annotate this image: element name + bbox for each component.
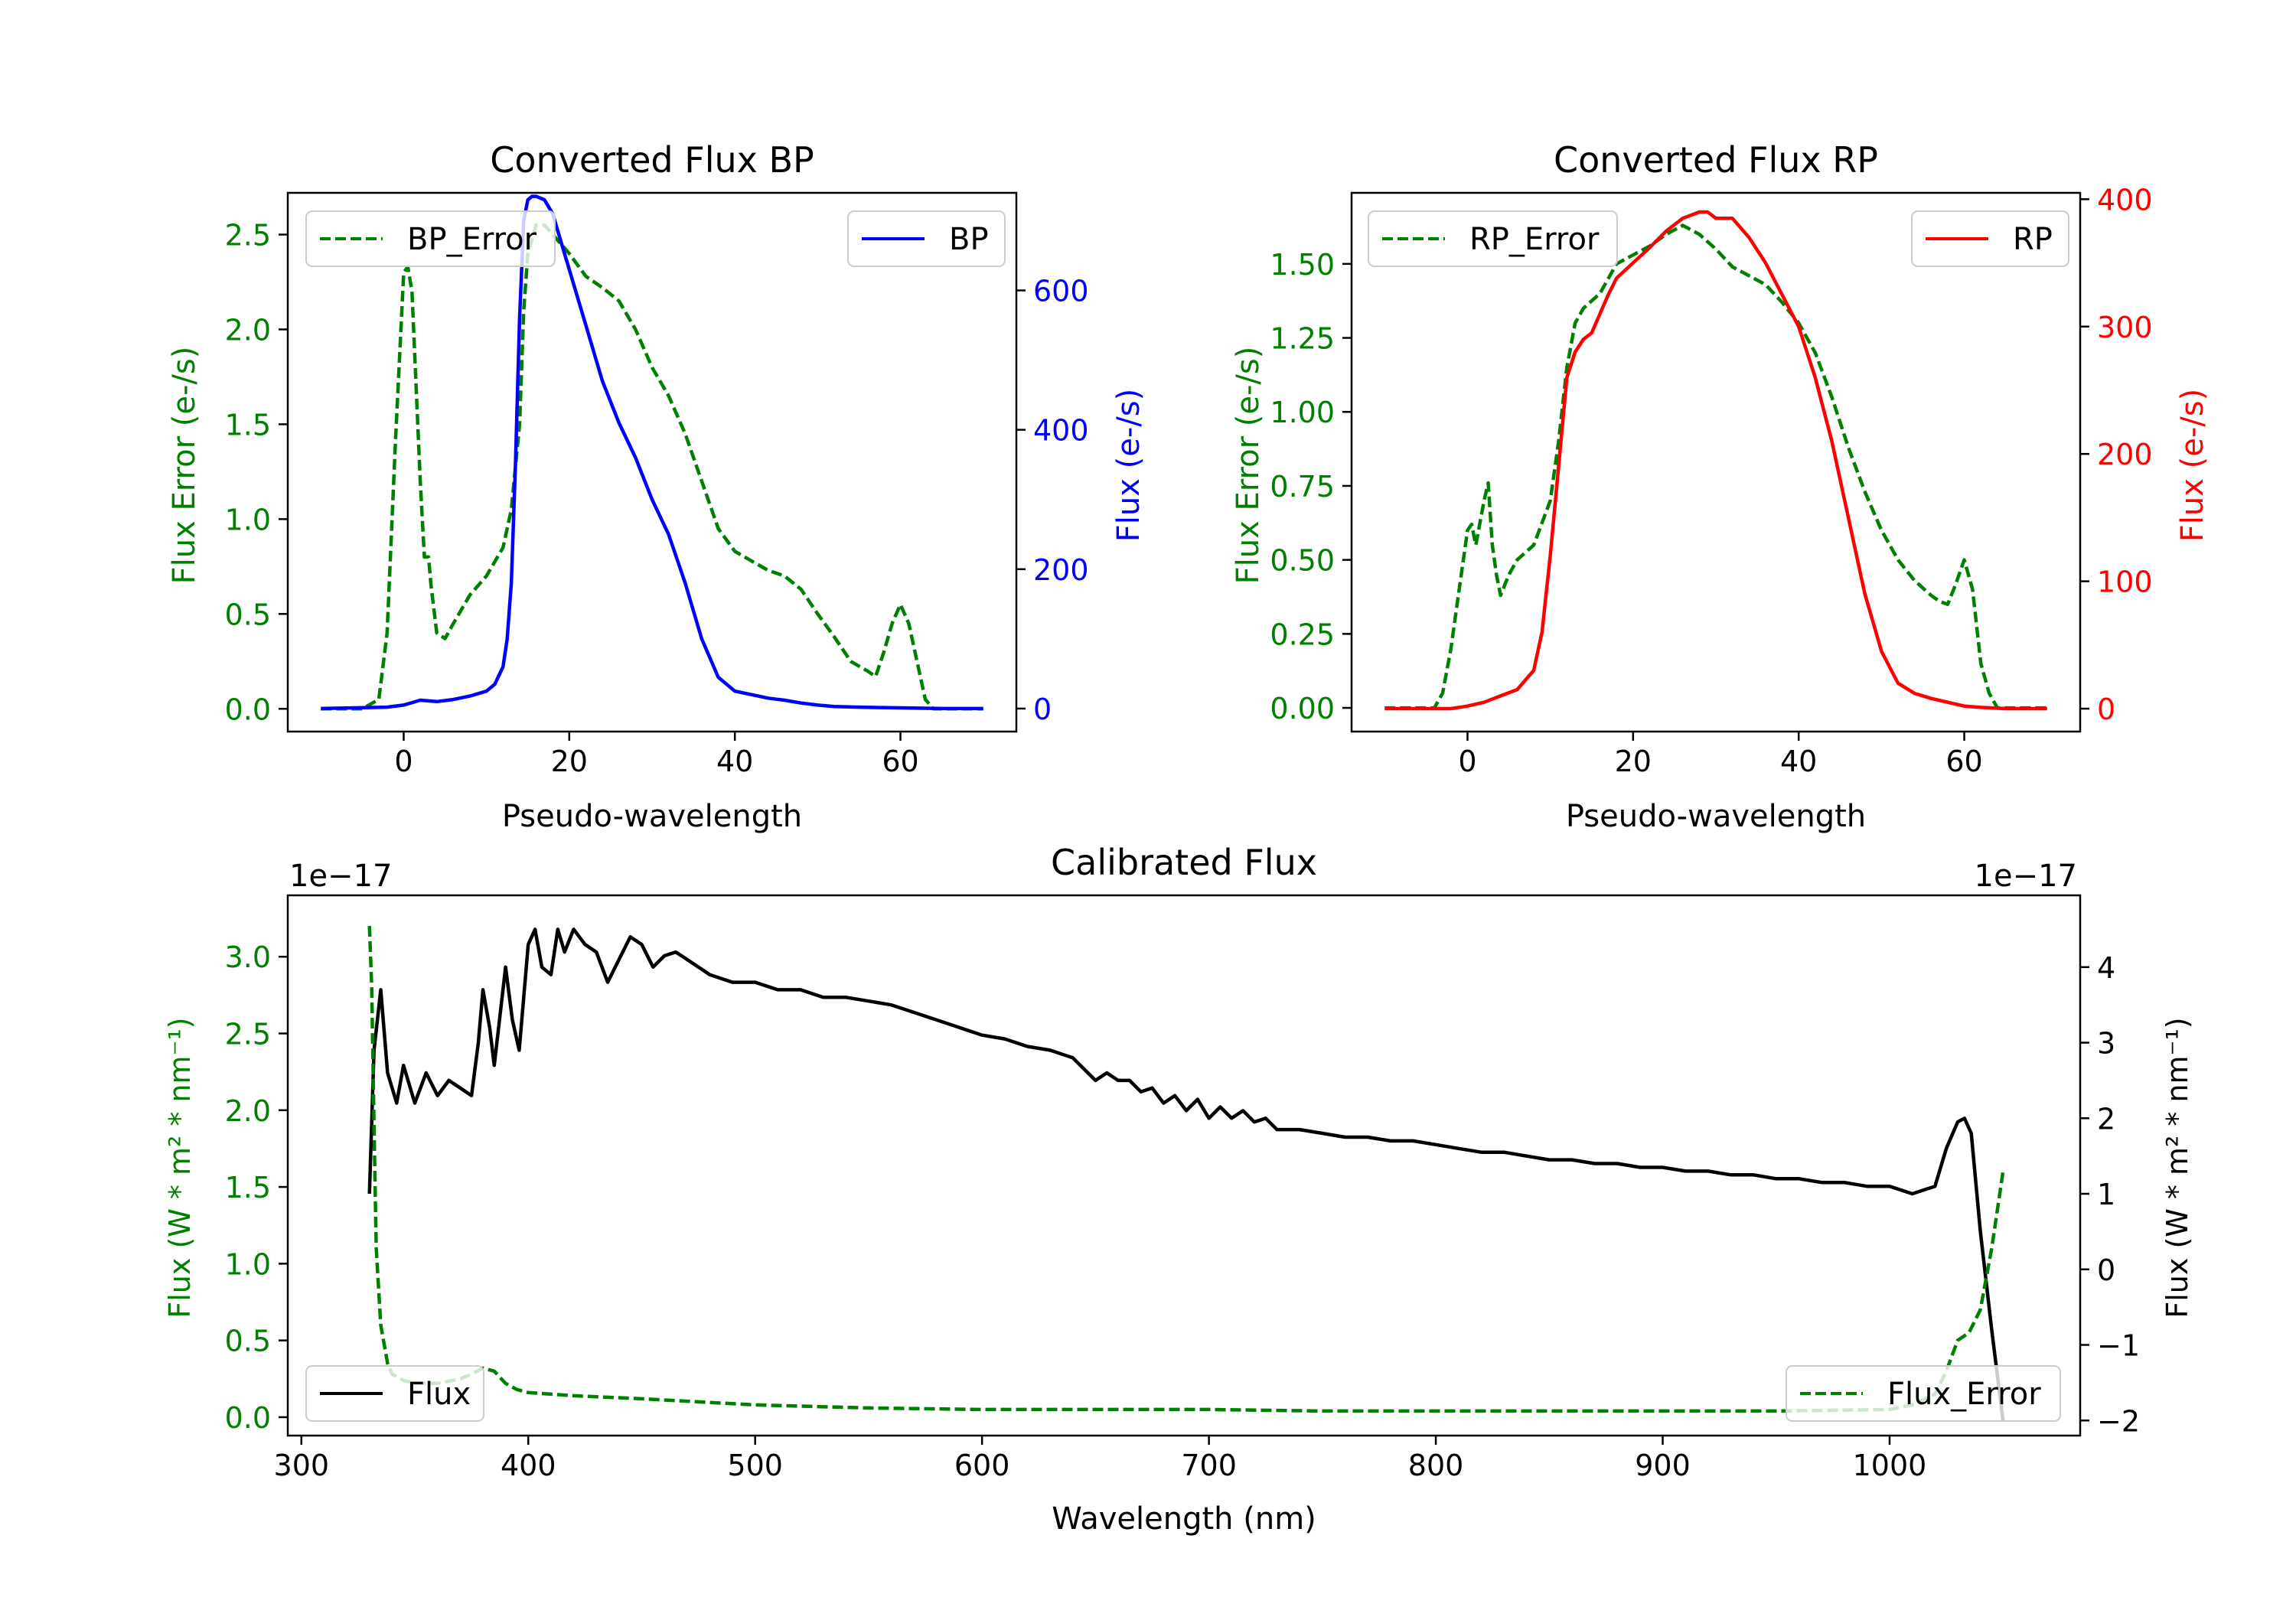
rp-xtick-label: 60 (1945, 745, 1982, 778)
bp-ytick-left-label: 2.5 (225, 219, 271, 253)
bp-ylabel-left: Flux Error (e-/s) (167, 347, 202, 585)
rp-ytick-left-label: 0.00 (1270, 692, 1335, 725)
bp-series-bp (321, 194, 983, 711)
calibrated-ytick-right-label: 0 (2097, 1253, 2115, 1287)
bp-ytick-left-label: 2.0 (225, 313, 271, 347)
calibrated-xtick-label: 400 (501, 1449, 556, 1482)
bp-xtick-label: 20 (551, 745, 588, 778)
rp-legend-label: RP (2013, 222, 2053, 257)
calibrated-ylabel-right: Flux (W * m² * nm⁻¹) (2161, 1017, 2194, 1318)
bp-legend-left: BP_Error (305, 210, 556, 267)
rp-ytick-left-label: 0.75 (1270, 470, 1335, 504)
calibrated-ytick-right-label: 3 (2097, 1027, 2115, 1061)
bp-ytick-left-label: 0.5 (225, 598, 271, 631)
calibrated-offset-right: 1e−17 (1975, 859, 2077, 894)
calibrated-xtick-label: 600 (954, 1449, 1010, 1482)
rp-ytick-right-label: 400 (2097, 183, 2153, 217)
rp-ytick-right-label: 200 (2097, 438, 2153, 471)
calibrated-ytick-right-label: 1 (2097, 1178, 2115, 1211)
bp-ytick-right-label: 600 (1033, 275, 1089, 308)
rp-ytick-left-label: 1.00 (1270, 396, 1335, 429)
calibrated-xtick-label: 500 (727, 1449, 783, 1482)
rp-ylabel-right: Flux (e-/s) (2175, 389, 2210, 542)
calibrated-offset-left: 1e−17 (289, 859, 392, 894)
rp-ytick-right-label: 0 (2097, 693, 2115, 726)
calibrated-ytick-left-label: 2.0 (225, 1094, 271, 1128)
calibrated-xtick-label: 300 (274, 1449, 330, 1482)
bp-ytick-right-label: 200 (1033, 553, 1089, 587)
bp-xlabel: Pseudo-wavelength (502, 799, 802, 834)
rp-series-rp (1384, 210, 2047, 711)
bp-error-legend-label: BP_Error (407, 222, 537, 257)
flux-legend-label: Flux (407, 1377, 471, 1412)
calibrated-legend-left: Flux (305, 1365, 484, 1422)
bp-axes-frame (286, 191, 1018, 733)
rp-ylabel-left: Flux Error (e-/s) (1231, 347, 1266, 585)
calibrated-legend-right: Flux_Error (1786, 1365, 2061, 1422)
bp-ylabel-right: Flux (e-/s) (1111, 389, 1146, 542)
rp-ytick-left-label: 0.25 (1270, 618, 1335, 651)
rp-ytick-right-label: 300 (2097, 311, 2153, 344)
rp-panel: Converted Flux RP Pseudo-wavelength Flux… (1231, 139, 2210, 834)
bp-xtick-label: 0 (394, 745, 413, 778)
bp-legend-label: BP (949, 222, 989, 257)
calibrated-plot-area: 300 400 500 600 700 800 900 1000 0.0 0.5 1.0 1.5 2.0… (225, 894, 2140, 1482)
rp-xtick-label: 0 (1458, 745, 1476, 778)
rp-ytick-left-label: 1.25 (1270, 322, 1335, 356)
rp-title: Converted Flux RP (1554, 139, 1878, 181)
calibrated-ytick-left-label: 3.0 (225, 940, 271, 974)
rp-legend-left: RP_Error (1368, 210, 1618, 267)
rp-xtick-label: 40 (1780, 745, 1817, 778)
bp-xtick-label: 40 (716, 745, 753, 778)
rp-ytick-left-label: 1.50 (1270, 248, 1335, 282)
calibrated-ytick-left-label: 0.5 (225, 1325, 271, 1358)
calibrated-xtick-label: 700 (1181, 1449, 1237, 1482)
rp-error-legend-label: RP_Error (1469, 222, 1600, 257)
calibrated-ytick-left-label: 0.0 (225, 1401, 271, 1435)
rp-ytick-left-label: 0.50 (1270, 544, 1335, 578)
calibrated-ytick-left-label: 2.5 (225, 1018, 271, 1051)
rp-axes-frame (1350, 191, 2082, 733)
bp-legend-right: BP (847, 210, 1006, 267)
bp-ytick-right-label: 400 (1033, 414, 1089, 448)
calibrated-title: Calibrated Flux (1051, 842, 1317, 883)
flux-error-legend-label: Flux_Error (1887, 1377, 2041, 1412)
calibrated-ytick-left-label: 1.0 (225, 1247, 271, 1281)
calibrated-ytick-right-label: 4 (2097, 951, 2115, 985)
calibrated-axes-frame (286, 894, 2082, 1437)
calibrated-ytick-left-label: 1.5 (225, 1171, 271, 1204)
calibrated-xtick-label: 900 (1635, 1449, 1691, 1482)
bp-ytick-left-label: 1.5 (225, 408, 271, 442)
calibrated-xtick-label: 800 (1408, 1449, 1464, 1482)
calibrated-series-flux (367, 927, 2005, 1421)
calibrated-ytick-right-label: 2 (2097, 1102, 2115, 1136)
rp-series-rp-error (1384, 223, 2047, 710)
bp-panel: Converted Flux BP Pseudo-wavelength Flux… (167, 139, 1146, 834)
rp-ytick-right-label: 100 (2097, 566, 2153, 599)
bp-plot-area: 0 20 40 60 0.0 0.5 1.0 1.5 2.0 2.5 0 200 400 600 (225, 191, 1089, 778)
rp-xlabel: Pseudo-wavelength (1566, 799, 1866, 834)
calibrated-xlabel: Wavelength (nm) (1052, 1501, 1316, 1537)
calibrated-ytick-right-label: −2 (2097, 1404, 2140, 1438)
bp-ytick-right-label: 0 (1033, 693, 1052, 726)
rp-xtick-label: 20 (1615, 745, 1652, 778)
bp-ytick-left-label: 1.0 (225, 503, 271, 536)
calibrated-xtick-label: 1000 (1853, 1449, 1927, 1482)
rp-legend-right: RP (1911, 210, 2069, 267)
bp-xtick-label: 60 (882, 745, 918, 778)
calibrated-ytick-right-label: −1 (2097, 1329, 2140, 1363)
calibrated-ylabel-left: Flux (W * m² * nm⁻¹) (163, 1017, 197, 1318)
bp-title: Converted Flux BP (490, 139, 814, 181)
bp-series-bp-error (321, 223, 983, 711)
bp-ytick-left-label: 0.0 (225, 693, 271, 726)
calibrated-panel: Calibrated Flux Wavelength (nm) Flux (W … (163, 842, 2194, 1537)
rp-plot-area: 0 20 40 60 0.00 0.25 0.50 0.75 1.00 1.25 1.50 0 100 2… (1270, 183, 2152, 778)
